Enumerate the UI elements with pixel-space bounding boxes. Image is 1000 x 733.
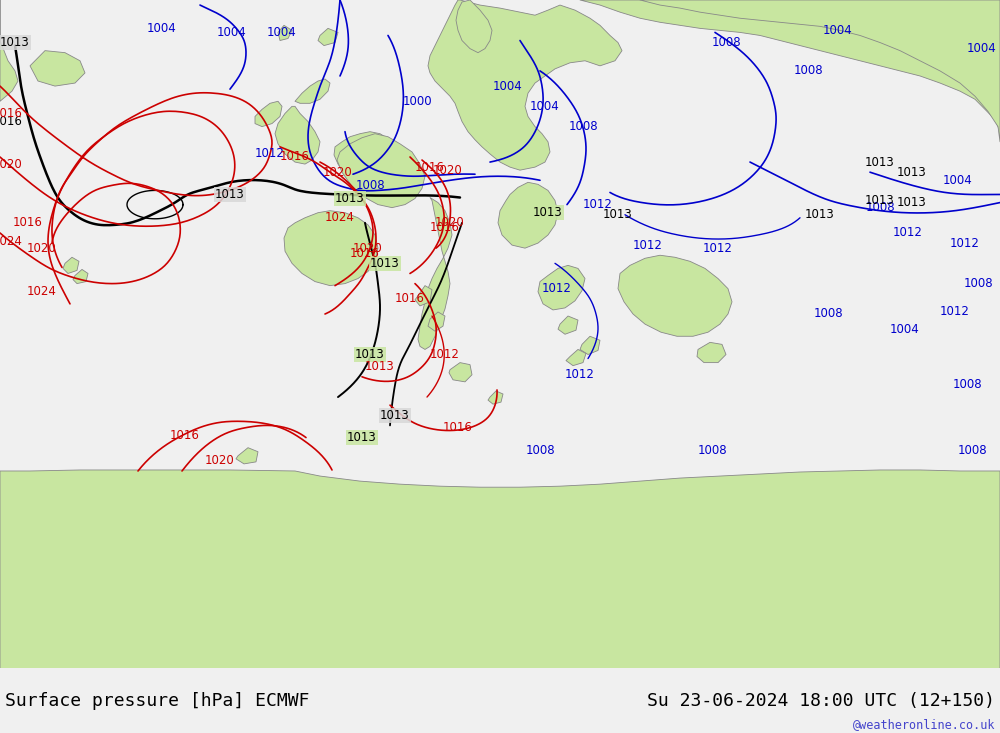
Text: 1008: 1008: [697, 444, 727, 457]
Text: 1020: 1020: [353, 242, 383, 254]
Text: 1013: 1013: [897, 166, 927, 179]
Text: 1013: 1013: [380, 409, 410, 421]
Text: 1024: 1024: [325, 211, 355, 224]
Text: 1012: 1012: [940, 306, 970, 318]
Text: 1012: 1012: [565, 368, 595, 381]
Text: 1016: 1016: [13, 216, 43, 229]
Text: 1008: 1008: [525, 444, 555, 457]
Text: 1008: 1008: [568, 120, 598, 133]
Text: Su 23-06-2024 18:00 UTC (12+150): Su 23-06-2024 18:00 UTC (12+150): [647, 692, 995, 710]
Text: 1013: 1013: [355, 348, 385, 361]
Text: 1024: 1024: [27, 285, 57, 298]
Text: 1008: 1008: [865, 201, 895, 214]
Text: 1016: 1016: [280, 150, 310, 163]
Text: 1020: 1020: [0, 158, 23, 171]
Text: 1004: 1004: [217, 26, 247, 39]
Text: 1013: 1013: [865, 194, 895, 207]
Text: 1020: 1020: [435, 216, 465, 229]
Text: 1016: 1016: [0, 115, 23, 128]
Text: 1008: 1008: [957, 444, 987, 457]
Text: 1008: 1008: [813, 307, 843, 320]
Text: 1004: 1004: [493, 80, 523, 92]
Text: 1012: 1012: [255, 147, 285, 161]
Text: 1008: 1008: [963, 277, 993, 290]
Text: 1016: 1016: [170, 429, 200, 442]
Text: 1013: 1013: [603, 208, 633, 221]
Text: 1013: 1013: [347, 431, 377, 444]
Text: 1020: 1020: [433, 163, 463, 177]
Text: Surface pressure [hPa] ECMWF: Surface pressure [hPa] ECMWF: [5, 692, 310, 710]
Text: 1013: 1013: [215, 188, 245, 201]
Text: 1004: 1004: [823, 24, 853, 37]
Text: 1004: 1004: [890, 323, 920, 336]
Text: 1012: 1012: [893, 226, 923, 240]
Text: 1013: 1013: [365, 360, 395, 373]
Text: 1012: 1012: [583, 198, 613, 211]
Text: 1016: 1016: [0, 107, 23, 120]
Text: 1013: 1013: [805, 208, 835, 221]
Text: 1012: 1012: [542, 282, 572, 295]
Text: 1013: 1013: [0, 36, 30, 49]
Text: 1013: 1013: [865, 155, 895, 169]
Text: 1016: 1016: [415, 161, 445, 174]
Text: @weatheronline.co.uk: @weatheronline.co.uk: [852, 718, 995, 731]
Text: 1004: 1004: [530, 100, 560, 113]
Text: 1004: 1004: [267, 26, 297, 39]
Text: 1013: 1013: [897, 196, 927, 209]
Text: 1013: 1013: [370, 257, 400, 270]
Text: 1020: 1020: [27, 242, 57, 254]
Text: 1004: 1004: [943, 174, 973, 187]
Text: 1016: 1016: [395, 292, 425, 306]
Text: 1020: 1020: [323, 166, 353, 179]
Text: 1013: 1013: [533, 206, 563, 219]
Text: 1012: 1012: [430, 348, 460, 361]
Text: 1020: 1020: [205, 454, 235, 468]
Text: 1016: 1016: [430, 221, 460, 235]
Text: 1012: 1012: [950, 237, 980, 250]
Text: 1012: 1012: [633, 239, 663, 251]
Text: 1000: 1000: [402, 95, 432, 108]
Text: 1008: 1008: [793, 65, 823, 78]
Text: 1013: 1013: [335, 192, 365, 205]
Text: 1012: 1012: [703, 242, 733, 254]
Text: 1016: 1016: [350, 247, 380, 259]
Text: 1024: 1024: [0, 235, 23, 248]
Text: 1016: 1016: [443, 421, 473, 434]
Text: 1008: 1008: [952, 378, 982, 391]
Text: 1004: 1004: [147, 22, 177, 35]
Text: 1004: 1004: [967, 42, 997, 55]
Text: 1008: 1008: [355, 179, 385, 192]
Text: 1008: 1008: [711, 36, 741, 49]
